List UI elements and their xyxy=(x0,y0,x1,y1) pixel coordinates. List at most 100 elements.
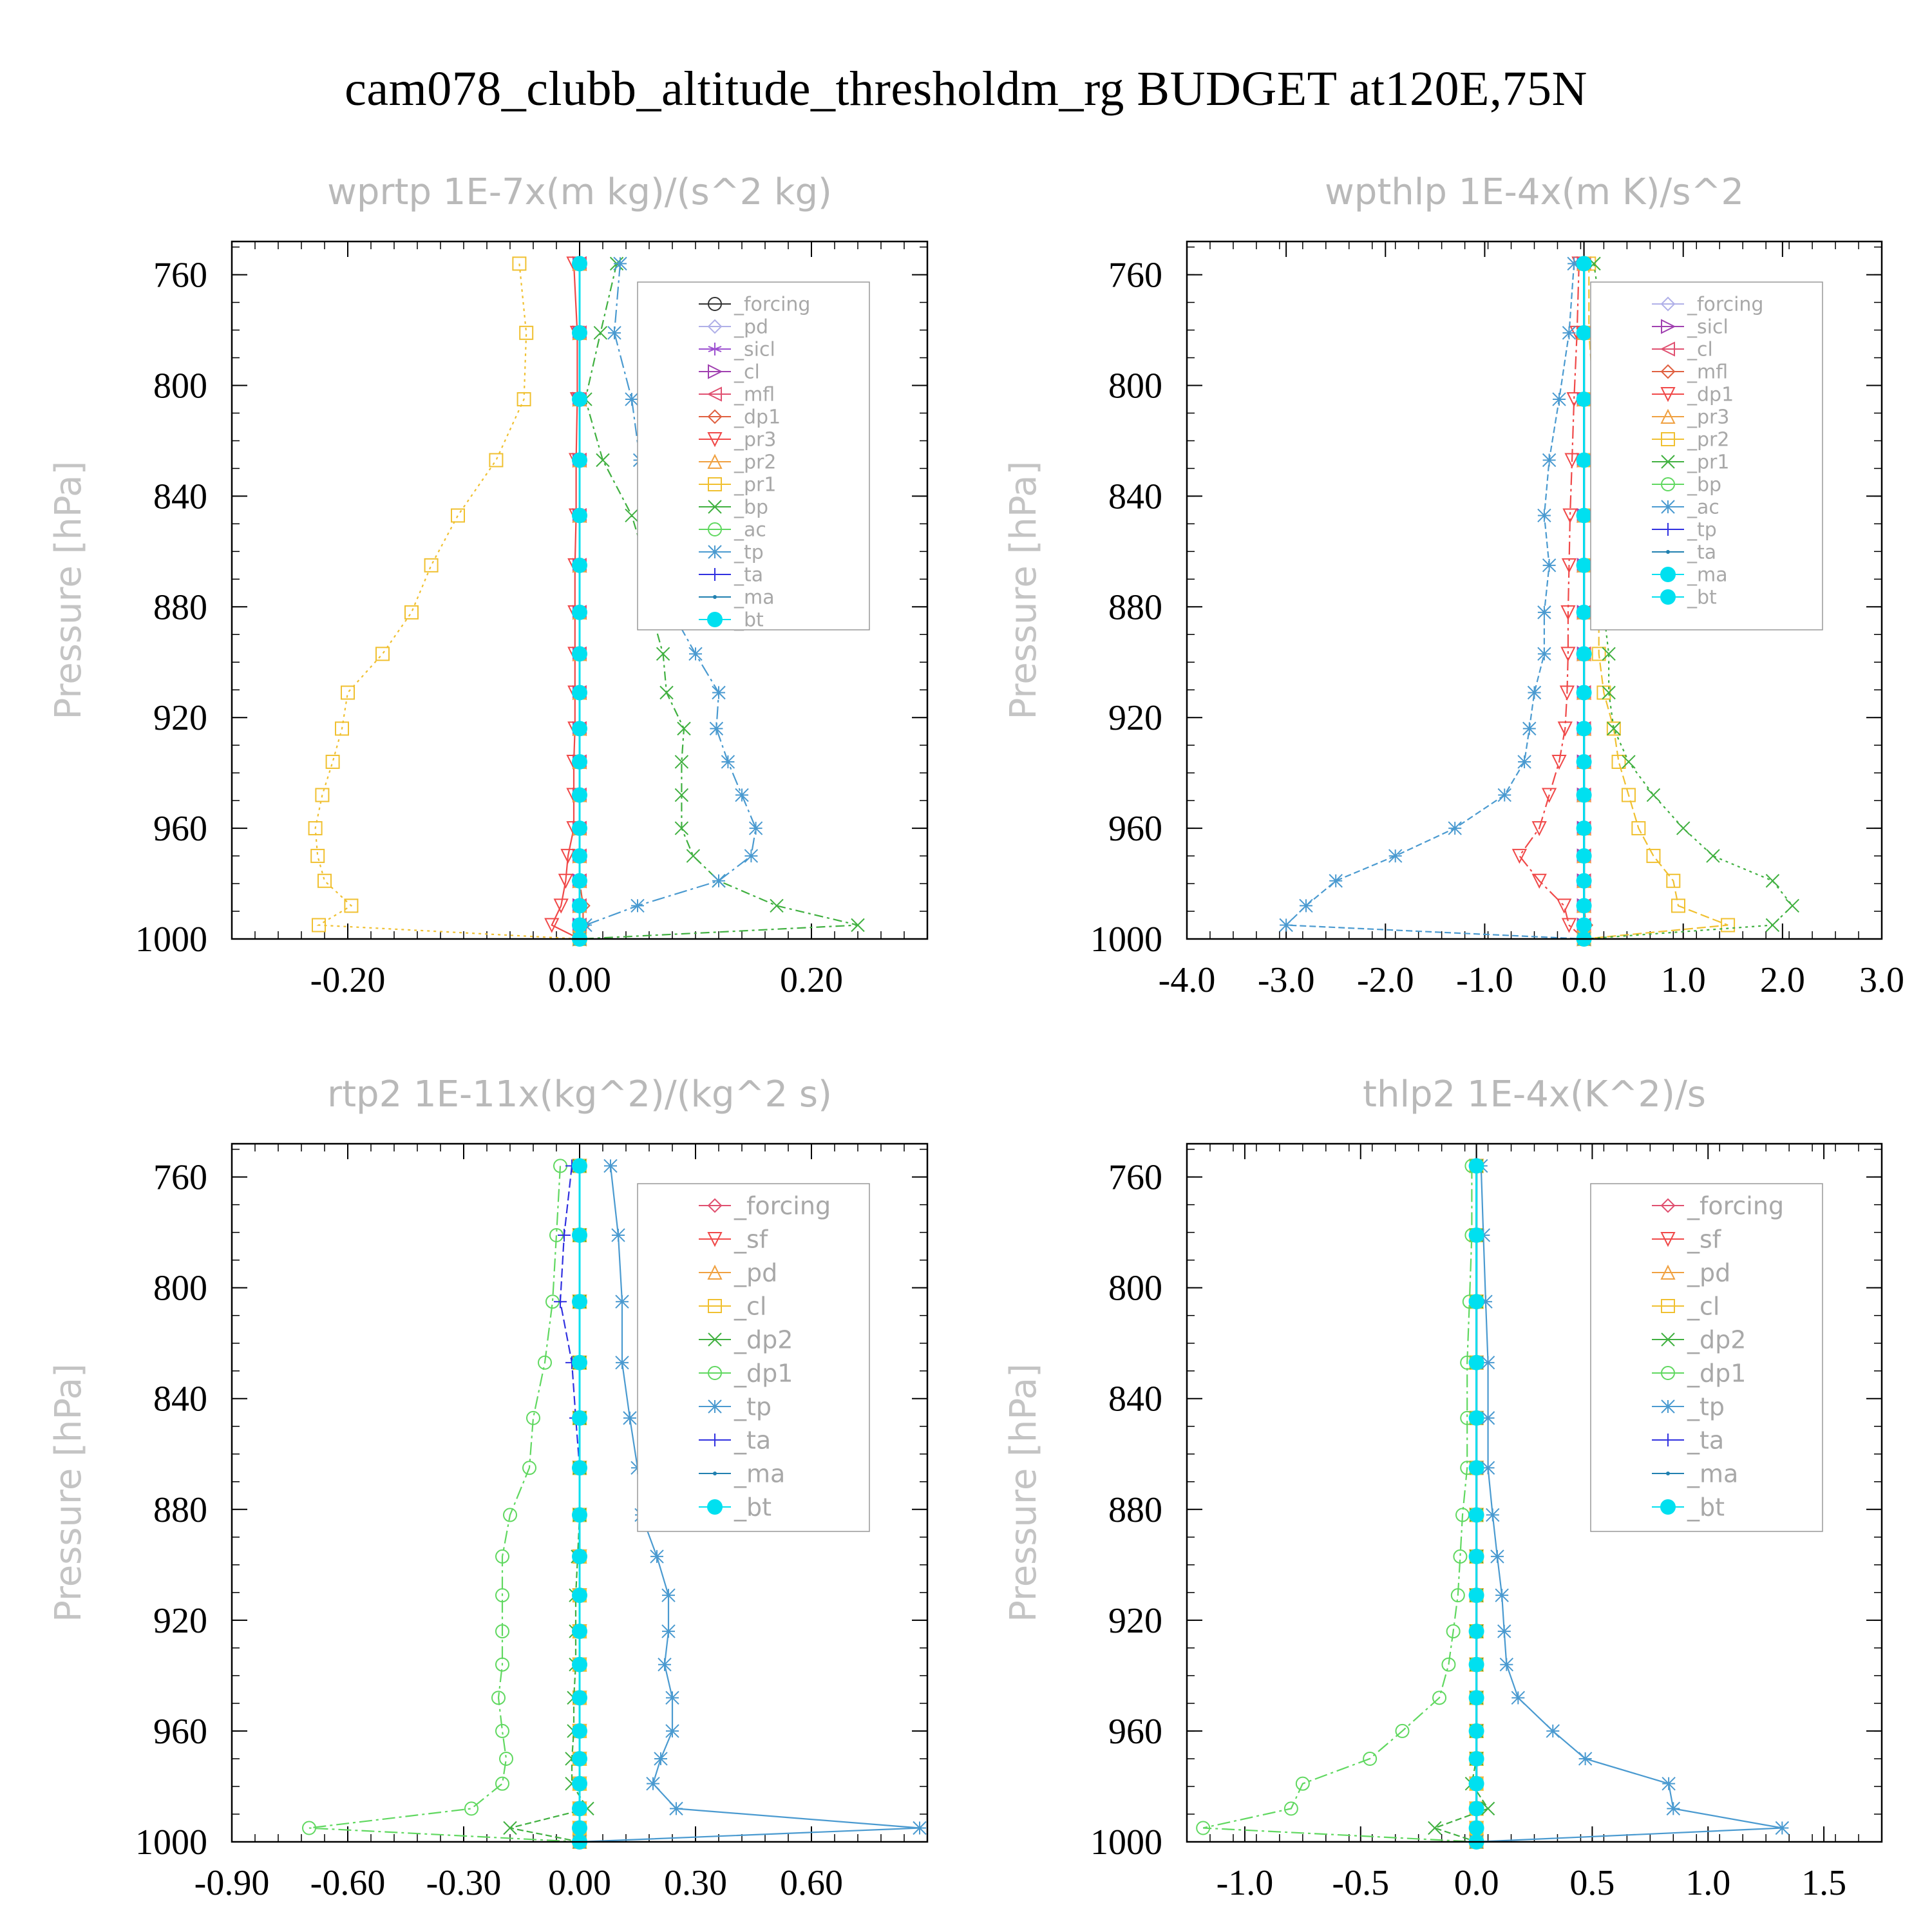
data-point xyxy=(1561,558,1577,574)
y-axis-label: Pressure [hPa] xyxy=(1003,461,1045,720)
data-point xyxy=(1576,604,1592,620)
data-point xyxy=(503,1508,517,1522)
legend-marker xyxy=(708,364,723,379)
series-line xyxy=(1476,1166,1783,1843)
series-line xyxy=(579,263,858,940)
legend-marker xyxy=(708,545,722,559)
data-point xyxy=(572,452,587,468)
legend-marker xyxy=(706,386,722,402)
x-tick-label: -0.5 xyxy=(1332,1863,1389,1903)
data-point xyxy=(1468,1776,1484,1792)
x-tick-label: -0.20 xyxy=(310,960,386,1000)
data-point xyxy=(1564,453,1580,468)
figure-title: cam078_clubb_altitude_thresholdm_rg BUDG… xyxy=(345,62,1587,116)
y-tick-label: 960 xyxy=(153,1712,207,1752)
data-point xyxy=(1775,1821,1790,1835)
legend-label: _sicl xyxy=(1687,316,1728,339)
chart-panel-2: wpthlp 1E-4x(m K)/s^2 Pressure [hPa] -4.0 -… xyxy=(1003,171,1904,1000)
x-tick-label: -1.0 xyxy=(1217,1863,1274,1903)
y-tick-label: 800 xyxy=(1108,1269,1162,1309)
legend-marker xyxy=(1661,455,1675,469)
data-point xyxy=(572,1507,587,1523)
data-point xyxy=(1576,507,1592,524)
data-point xyxy=(1511,1690,1526,1705)
data-point xyxy=(1576,753,1592,770)
legend-box xyxy=(1590,1183,1823,1532)
legend-label: _tp xyxy=(1687,1392,1725,1421)
legend-label: _cl xyxy=(1687,339,1713,361)
data-point xyxy=(489,453,504,468)
y-tick-label: 960 xyxy=(153,809,207,849)
data-point xyxy=(1522,721,1537,736)
x-tick-label: 1.5 xyxy=(1801,1863,1846,1903)
legend-label: _mfl xyxy=(734,384,775,406)
data-point xyxy=(495,1723,509,1738)
legend-marker xyxy=(1661,1366,1675,1380)
x-tick-label: 2.0 xyxy=(1760,960,1805,1000)
data-point xyxy=(451,508,465,523)
data-point xyxy=(1468,1750,1484,1766)
data-point xyxy=(317,873,332,888)
legend-label: _ta xyxy=(1687,542,1716,564)
data-point xyxy=(1481,1356,1495,1370)
legend-marker xyxy=(1660,1198,1676,1213)
data-point xyxy=(499,1751,513,1766)
legend-label: _ac xyxy=(734,519,766,542)
data-point xyxy=(674,755,689,769)
data-point xyxy=(661,1624,676,1638)
data-point xyxy=(615,1294,629,1309)
data-point xyxy=(1295,1776,1310,1791)
data-point xyxy=(1671,898,1686,913)
legend-label: _tp xyxy=(734,542,764,564)
data-point xyxy=(1517,755,1531,769)
legend-marker xyxy=(1661,477,1675,491)
legend-marker xyxy=(708,1366,722,1380)
y-tick-label: 800 xyxy=(153,1269,207,1309)
series-line xyxy=(1518,263,1585,940)
data-point xyxy=(1602,685,1616,700)
data-point xyxy=(1329,874,1343,888)
legend-label: _ma xyxy=(1687,1459,1738,1488)
legend-label: _pd xyxy=(734,1258,777,1287)
data-point xyxy=(558,873,574,889)
data-point xyxy=(1559,685,1575,701)
data-point xyxy=(1576,848,1592,864)
data-point xyxy=(1537,508,1551,523)
legend-label: _bt xyxy=(1687,587,1717,609)
data-point xyxy=(572,1294,587,1310)
legend-label: _dp1 xyxy=(1687,1359,1746,1387)
data-point xyxy=(572,604,587,620)
data-point xyxy=(572,898,587,914)
data-point xyxy=(615,1356,629,1370)
legend-label: _ma xyxy=(734,587,775,609)
panel-title: rtp2 1E-11x(kg^2)/(kg^2 s) xyxy=(327,1074,832,1115)
data-point xyxy=(593,326,608,340)
x-tick-label: -0.60 xyxy=(310,1863,386,1903)
data-point xyxy=(1479,1294,1493,1309)
data-point xyxy=(1468,1690,1484,1706)
data-point xyxy=(572,1750,587,1766)
data-point xyxy=(1468,1587,1484,1604)
legend-marker xyxy=(1660,589,1676,605)
legend-marker xyxy=(1660,567,1676,582)
legend-marker xyxy=(707,453,723,469)
y-tick-label: 760 xyxy=(153,256,207,296)
data-point xyxy=(572,1801,587,1817)
data-point xyxy=(572,1624,587,1640)
y-axis-label: Pressure [hPa] xyxy=(48,1363,90,1622)
legend-label: _bp xyxy=(1687,474,1721,497)
legend-label: _pr3 xyxy=(734,429,776,451)
legend-label: _forcing xyxy=(734,1191,831,1220)
data-point xyxy=(538,1355,552,1370)
legend-marker xyxy=(1661,500,1675,514)
legend-label: _tp xyxy=(1687,519,1717,542)
legend-label: _ac xyxy=(1687,497,1719,519)
legend-marker xyxy=(708,1399,722,1414)
legend-box xyxy=(637,281,870,630)
data-point xyxy=(1576,820,1592,837)
x-tick-label: -0.90 xyxy=(194,1863,270,1903)
data-point xyxy=(913,1821,927,1835)
legend-label: _pd xyxy=(1687,1258,1730,1287)
data-point xyxy=(1576,685,1592,701)
y-tick-label: 760 xyxy=(153,1158,207,1198)
